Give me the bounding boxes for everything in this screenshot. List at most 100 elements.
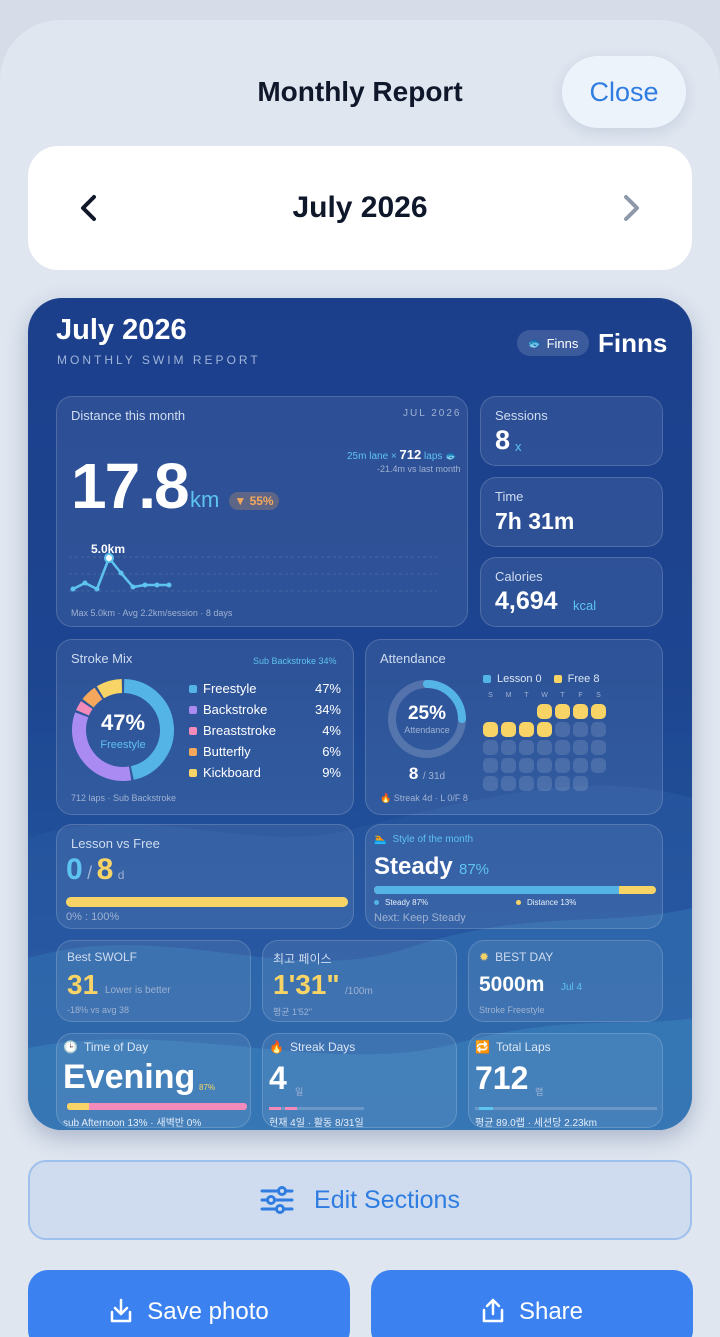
stroke-legend-item: Freestyle 47% [189,680,341,698]
best-day-date: Jul 4 [561,982,583,993]
distance-date-tag: JUL 2026 [403,408,462,419]
best-day-footer: Stroke Freestyle [479,1005,545,1015]
calendar-day [519,740,534,755]
close-button[interactable]: Close [562,56,686,128]
calendar-day [555,758,570,773]
lesson-free-bar [66,897,348,907]
calendar-day [537,776,552,791]
lesson-free-unit: d [117,868,125,882]
weekday-label: F [578,692,583,699]
lesson-swatch [483,675,491,683]
calendar-day [555,776,570,791]
calendar-day [501,722,516,737]
best-day-header: ✹ BEST DAY [479,950,553,964]
calories-label: Calories [495,569,543,584]
calendar-day [573,722,588,737]
download-icon [111,1298,132,1323]
lesson-free-values: 0 / 8 d [66,853,124,887]
best-pace-unit: /100m [345,986,373,997]
steady-swatch [374,900,379,905]
style-bar [374,886,656,894]
attendance-days: 8 / 31d [386,764,468,784]
sparkline-peak-label: 5.0km [91,542,126,556]
best-swolf-panel: Best SWOLF 31 Lower is better -18% vs av… [56,940,251,1022]
total-laps-value: 712 [475,1060,529,1096]
time-of-day-bar [67,1103,247,1110]
donut-slice-breaststroke [76,701,93,716]
donut-slice-freestyle [123,679,174,780]
attendance-label: Attendance [380,651,446,666]
streak-label: Streak Days [289,1040,356,1054]
calendar-day [591,758,606,773]
legend-free: Free 8 [567,673,600,685]
swimmer-icon: 🏊 [374,834,387,845]
best-pace-label: 최고 페이스 [273,952,332,966]
lane-info: 25m lane × 712 laps 🐟 [347,447,458,462]
edit-sections-label: Edit Sections [314,1185,460,1214]
sessions-label: Sessions [495,408,548,423]
chevron-left-icon[interactable] [74,192,106,224]
weekday-label: T [524,692,529,699]
attendance-ring-value: 25% [407,703,447,724]
attendance-legend: Lesson 0 Free 8 [483,673,599,685]
save-photo-button[interactable]: Save photo [28,1270,350,1337]
report-subtitle: MONTHLY SWIM REPORT [57,353,261,367]
best-pace-panel: 최고 페이스 1'31" /100m 평균 1'52" [262,940,457,1022]
stroke-mix-footer: 712 laps · Sub Backstroke [71,793,177,803]
time-value: 7h 31m [495,508,575,534]
donut-slice-butterfly [82,687,103,708]
share-label: Share [518,1298,584,1325]
stroke-legend-item: Butterfly 6% [189,743,341,761]
distance-value: 17.8 [71,450,190,522]
donut-slice-backstroke [72,712,132,781]
attendance-calendar [483,704,609,794]
wave-background [28,785,692,1130]
time-of-day-label: Time of Day [83,1040,149,1054]
best-pace-footer: 평균 1'52" [273,1007,312,1017]
attendance-ring [388,680,466,758]
style-label: Style of the month [392,834,474,845]
streak-panel: 🔥 Streak Days 4 일 현재 4일 · 활동 8/31일 [262,1033,457,1128]
calendar-day [483,776,498,791]
calendar-day [501,758,516,773]
calendar-day [573,740,588,755]
time-panel: Time 7h 31m [480,477,663,547]
distance-label: Distance this month [71,408,186,423]
sessions-value: 8 [495,425,511,455]
legend-name: Butterfly [203,744,251,759]
chevron-right-icon[interactable] [614,192,646,224]
laps-fill [479,1107,493,1110]
distance-unit: km [190,487,220,512]
streak-header: 🔥 Streak Days [269,1040,355,1054]
lesson-vs-free-panel: Lesson vs Free 0 / 8 d 0% : 100% [56,824,354,929]
legend-swatch [189,769,197,777]
time-label: Time [495,489,524,504]
weekday-label: M [505,692,512,699]
streak-track [269,1107,364,1110]
time-of-day-panel: 🕒 Time of Day Evening 87% sub Afternoon … [56,1033,251,1128]
stroke-mix-label: Stroke Mix [71,651,133,666]
laps-value: 712 [399,447,422,462]
calendar-day [573,776,588,791]
edit-sections-button[interactable]: Edit Sections [28,1160,692,1240]
brand-pill: 🐟 Finns [517,330,589,356]
streak-value: 4 [269,1060,287,1096]
vs-last-month: -21.4m vs last month [377,464,461,474]
total-laps-unit: 랩 [535,1087,544,1097]
calendar-day [519,722,534,737]
lesson-free-footer: 0% : 100% [66,911,120,923]
stroke-mix-donut [72,679,174,781]
free-swatch [553,675,562,683]
legend-swatch [189,706,197,714]
best-swolf-label: Best SWOLF [67,950,138,964]
free-bar-fill [66,897,348,907]
report-sheet: Monthly Report Close July 2026 July 2026… [0,20,720,1337]
share-button[interactable]: Share [371,1270,693,1337]
style-bar-fill [374,886,620,894]
time-of-day-pct: 87% [199,1083,216,1092]
month-label: July 2026 [292,191,428,224]
donut-center-label: Freestyle [100,739,146,751]
calendar-day [501,740,516,755]
legend-name: Kickboard [203,765,261,780]
calendar-day [537,740,552,755]
